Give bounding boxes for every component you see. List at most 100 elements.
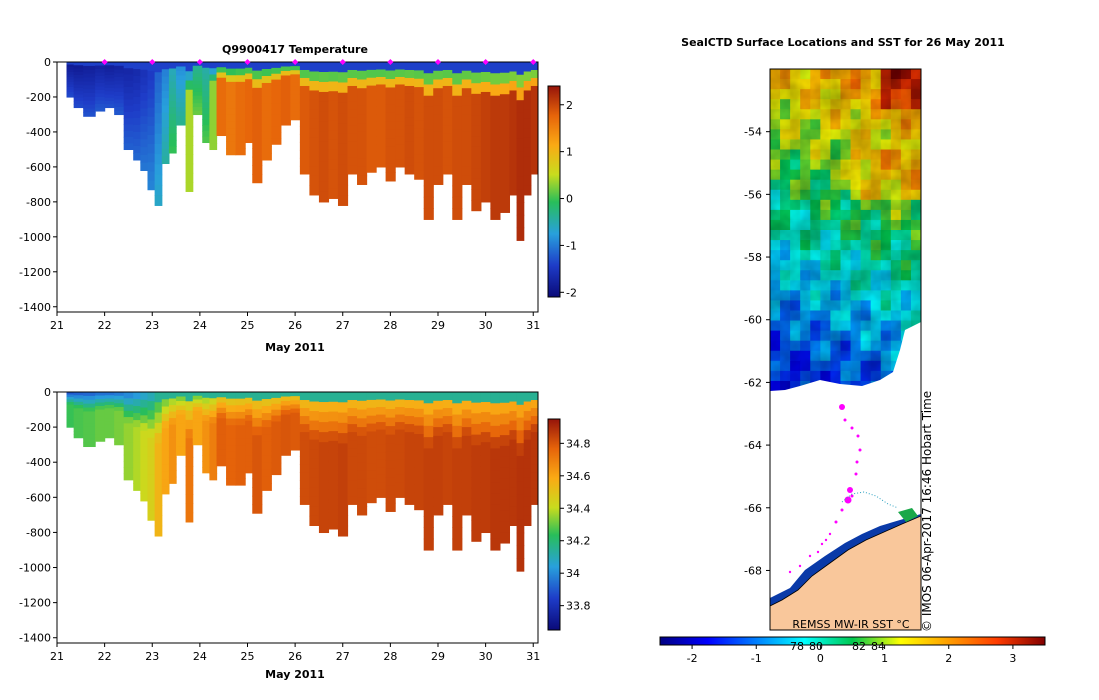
section-cell (395, 429, 406, 438)
section-cell (252, 96, 263, 106)
section-cell (461, 418, 472, 428)
section-cell (404, 93, 415, 103)
seal-track-point (808, 554, 812, 558)
section-cell (161, 98, 170, 107)
section-cell (245, 455, 253, 462)
section-cell (395, 159, 406, 168)
section-cell (337, 525, 349, 537)
section-cell (140, 139, 149, 148)
section-cell (271, 73, 282, 81)
section-cell (133, 483, 141, 491)
section-cell (252, 400, 263, 410)
section-cell (114, 91, 125, 97)
section-cell (161, 435, 170, 444)
x-tick-label: 29 (431, 650, 445, 663)
section-cell (480, 392, 491, 403)
section-cell (290, 429, 301, 434)
section-cell (140, 77, 149, 86)
x-tick-label: 21 (50, 319, 64, 332)
section-cell (154, 92, 163, 104)
section-cell (252, 417, 263, 428)
section-cell (280, 102, 291, 108)
section-cell (347, 101, 358, 111)
section-cell (95, 437, 106, 442)
section-cell (66, 419, 75, 423)
section-cell (490, 129, 501, 142)
section-cell (280, 97, 291, 104)
section-cell (337, 412, 349, 424)
section-cell (168, 424, 177, 432)
section-cell (530, 448, 538, 457)
section-cell (235, 81, 246, 90)
x-tick-label: 21 (50, 650, 64, 663)
section-cell (328, 91, 339, 102)
section-cell (442, 400, 453, 409)
section-cell (347, 165, 358, 175)
section-cell (423, 392, 434, 404)
seal-track-point (858, 448, 862, 452)
section-cell (154, 392, 163, 403)
section-cell (516, 74, 525, 89)
section-cell (154, 422, 163, 434)
section-cell (490, 414, 501, 427)
section-cell (376, 444, 387, 453)
section-cell (140, 62, 149, 71)
section-cell (461, 462, 472, 472)
section-cell (176, 450, 187, 456)
section-cell (328, 440, 339, 452)
section-cell (185, 98, 194, 109)
section-cell (433, 479, 444, 490)
section-cell (168, 113, 177, 122)
section-cell (147, 428, 156, 439)
section-cell (299, 69, 310, 79)
section-cell (337, 453, 349, 465)
green-coastal-patch (898, 508, 918, 522)
section-cell (376, 429, 387, 438)
section-cell (114, 110, 125, 116)
section-cell (516, 189, 525, 203)
y-tick-label: -1400 (19, 632, 51, 645)
section-cell (176, 419, 187, 425)
section-cell (202, 136, 210, 144)
section-cell (271, 456, 282, 464)
section-cell (490, 140, 501, 153)
section-cell (114, 395, 125, 401)
section-cell (290, 78, 301, 84)
section-cell (192, 91, 203, 97)
section-cell (290, 115, 301, 121)
section-cell (104, 104, 115, 109)
section-cell (154, 402, 163, 414)
section-cell (216, 88, 227, 95)
section-cell (423, 538, 434, 551)
section-cell (516, 100, 525, 114)
sst-colorbar-tick-label: -2 (687, 652, 698, 665)
section-cell (147, 474, 156, 485)
section-cell (516, 87, 525, 101)
section-cell (366, 124, 377, 134)
section-cell (499, 180, 511, 192)
section-cell (433, 114, 444, 124)
section-cell (452, 425, 463, 438)
section-cell (309, 175, 320, 186)
section-cell (309, 449, 320, 460)
section-cell (226, 398, 237, 406)
section-cell (290, 111, 301, 117)
sst-texture (770, 69, 921, 391)
section-cell (290, 445, 301, 451)
section-cell (523, 477, 532, 488)
section-cell (161, 119, 170, 128)
x-tick-label: 28 (383, 650, 397, 663)
section-cell (202, 409, 210, 416)
section-cell (290, 70, 301, 75)
section-cell (202, 102, 210, 109)
section-cell (133, 413, 141, 421)
section-cell (140, 92, 149, 102)
section-cell (271, 67, 282, 75)
section-cell (154, 184, 163, 196)
section-cell (337, 133, 349, 145)
section-cell (161, 105, 170, 114)
section-cell (147, 437, 156, 448)
section-cell (423, 129, 434, 142)
section-cell (226, 458, 237, 466)
section-cell (357, 88, 368, 98)
